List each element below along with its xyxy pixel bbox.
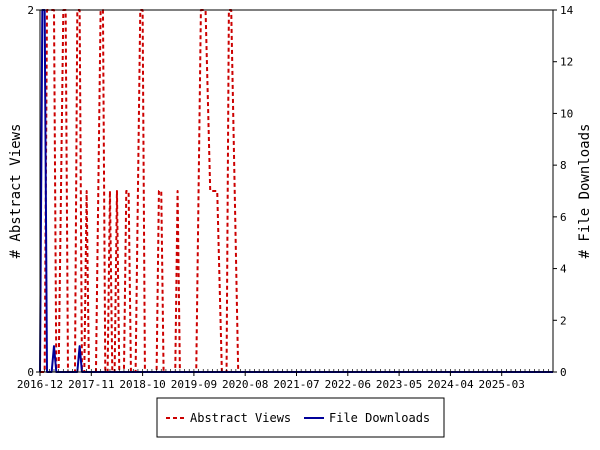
y-right-tick-label: 12 xyxy=(560,56,573,69)
y-right-tick-label: 0 xyxy=(560,366,567,379)
y-left-tick-label: 0 xyxy=(27,366,34,379)
x-tick-label: 2022-06 xyxy=(325,378,371,391)
y-axis-left-title: # Abstract Views xyxy=(8,124,24,259)
x-tick-label: 2017-11 xyxy=(68,378,114,391)
x-tick-label: 2025-03 xyxy=(479,378,525,391)
legend: Abstract Views File Downloads xyxy=(156,397,445,438)
series-layer xyxy=(39,9,553,373)
x-tick-label: 2018-10 xyxy=(119,378,165,391)
y-right-tick-label: 6 xyxy=(560,211,567,224)
x-tick-label: 2020-08 xyxy=(222,378,268,391)
y-right-tick-label: 4 xyxy=(560,263,567,276)
tick-layer: 2016-12 2017-11 2018-10 2019-09 2020-08 2021-… xyxy=(17,4,574,391)
legend-label-file-downloads: File Downloads xyxy=(329,411,430,425)
y-left-tick-label: 2 xyxy=(27,4,34,17)
y-right-tick-label: 2 xyxy=(560,314,567,327)
x-tick-label: 2023-05 xyxy=(376,378,422,391)
legend-label-abstract-views: Abstract Views xyxy=(190,411,291,425)
y-right-tick-label: 8 xyxy=(560,159,567,172)
series-line-abstract-views xyxy=(40,9,241,373)
x-tick-label: 2016-12 xyxy=(17,378,63,391)
x-tick-label: 2021-07 xyxy=(273,378,319,391)
y-axis-right-title: # File Downloads xyxy=(577,124,593,259)
x-tick-label: 2019-09 xyxy=(171,378,217,391)
x-tick-label: 2024-04 xyxy=(427,378,474,391)
y-right-tick-label: 14 xyxy=(560,4,574,17)
legend-box xyxy=(156,397,445,438)
y-right-tick-label: 10 xyxy=(560,107,573,120)
